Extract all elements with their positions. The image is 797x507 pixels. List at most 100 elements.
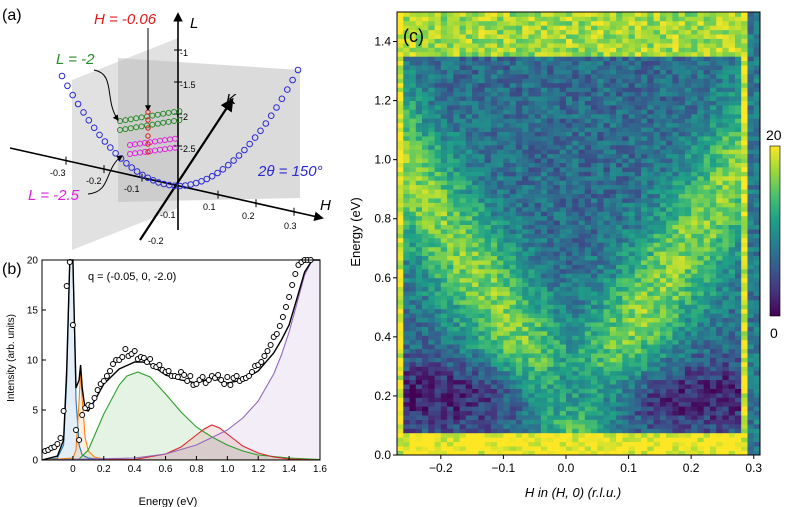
heatmap-cell	[622, 162, 629, 168]
heatmap-cell	[566, 344, 573, 350]
heatmap-cell	[422, 428, 429, 434]
heatmap-cell	[409, 251, 417, 256]
heatmap-cell	[622, 450, 629, 456]
heatmap-cell	[465, 131, 473, 137]
heatmap-cell	[453, 251, 460, 256]
heatmap-cell	[422, 100, 429, 106]
heatmap-cell	[478, 206, 486, 212]
heatmap-cell	[597, 193, 604, 199]
heatmap-cell	[578, 184, 586, 190]
heatmap-cell	[534, 171, 542, 177]
heatmap-cell	[522, 51, 529, 57]
heatmap-cell	[534, 322, 542, 327]
heatmap-cell	[666, 300, 673, 305]
heatmap-cell	[528, 198, 536, 203]
heatmap-cell	[641, 171, 648, 177]
heatmap-cell	[422, 202, 429, 208]
heatmap-cell	[647, 437, 654, 443]
heatmap-cell	[609, 51, 617, 57]
heatmap-cell	[628, 437, 636, 443]
k-tick-label: -0.2	[148, 236, 164, 246]
heatmap-cell	[409, 184, 417, 190]
heatmap-cell	[559, 348, 567, 354]
heatmap-cell	[672, 317, 680, 323]
heatmap-cell	[691, 432, 698, 438]
heatmap-cell	[672, 20, 680, 26]
heatmap-cell	[434, 78, 442, 84]
heatmap-cell	[465, 78, 473, 84]
heatmap-cell	[484, 233, 492, 239]
heatmap-cell	[478, 246, 486, 252]
heatmap-cell	[609, 326, 617, 332]
heatmap-cell	[578, 268, 586, 274]
heatmap-cell	[609, 206, 617, 212]
heatmap-cell	[434, 450, 442, 456]
heatmap-cell	[428, 260, 435, 265]
heatmap-cell	[528, 446, 536, 451]
heatmap-cell	[609, 282, 617, 287]
heatmap-cell	[672, 432, 680, 438]
heatmap-cell	[472, 401, 479, 407]
l2-point	[133, 124, 140, 131]
heatmap-cell	[397, 379, 404, 385]
heatmap-cell	[528, 25, 536, 31]
heatmap-cell	[397, 224, 404, 230]
heatmap-cell	[566, 424, 573, 429]
heatmap-cell	[547, 419, 554, 425]
heatmap-cell	[472, 113, 479, 119]
heatmap-cell	[603, 353, 611, 358]
heatmap-cell	[497, 308, 504, 314]
heatmap-cell	[653, 242, 661, 248]
heatmap-cell	[422, 419, 429, 425]
heatmap-cell	[566, 273, 573, 279]
heatmap-cell	[447, 370, 454, 376]
heatmap-cell	[534, 273, 542, 279]
heatmap-cell	[503, 16, 511, 22]
heatmap-cell	[628, 180, 636, 186]
scan-point	[278, 95, 286, 103]
heatmap-cell	[440, 286, 448, 292]
heatmap-cell	[684, 202, 692, 208]
heatmap-cell	[515, 291, 523, 296]
heatmap-cell	[666, 20, 673, 26]
heatmap-cell	[522, 198, 529, 203]
heatmap-cell	[566, 91, 573, 97]
heatmap-cell	[534, 419, 542, 425]
heatmap-cell	[666, 348, 673, 354]
heatmap-cell	[547, 379, 554, 385]
heatmap-cell	[540, 375, 548, 381]
heatmap-cell	[597, 51, 604, 57]
heatmap-cell	[559, 229, 567, 234]
heatmap-cell	[653, 432, 661, 438]
heatmap-cell	[490, 127, 498, 132]
heatmap-cell	[666, 424, 673, 429]
heatmap-cell	[678, 215, 686, 221]
heatmap-cell	[497, 304, 504, 310]
heatmap-cell	[653, 295, 661, 301]
heatmap-cell	[666, 397, 673, 403]
heatmap-cell	[515, 167, 523, 172]
heatmap-cell	[403, 69, 410, 75]
heatmap-cell	[515, 82, 523, 88]
heatmap-cell	[591, 65, 598, 70]
heatmap-cell	[547, 295, 554, 301]
heatmap-cell	[684, 229, 692, 234]
heatmap-cell	[691, 366, 698, 372]
heatmap-cell	[547, 300, 554, 305]
heatmap-cell	[547, 313, 554, 318]
heatmap-cell	[603, 432, 611, 438]
heatmap-cell	[447, 362, 454, 367]
heatmap-cell	[659, 38, 667, 44]
heatmap-cell	[634, 105, 642, 110]
heatmap-cell	[634, 56, 642, 62]
heatmap-cell	[597, 175, 604, 181]
heatmap-cell	[522, 233, 529, 239]
heatmap-cell	[409, 286, 417, 292]
heatmap-cell	[672, 450, 680, 456]
heatmap-cell	[678, 366, 686, 372]
heatmap-cell	[609, 16, 617, 22]
heatmap-cell	[634, 432, 642, 438]
heatmap-cell	[622, 237, 629, 243]
heatmap-cell	[497, 406, 504, 412]
